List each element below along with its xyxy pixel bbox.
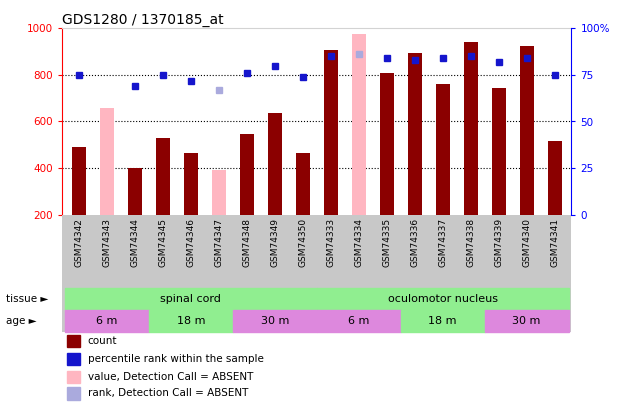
Text: GSM74350: GSM74350 — [298, 218, 307, 267]
Bar — [184, 153, 198, 215]
Text: oculomotor nucleus: oculomotor nucleus — [388, 294, 497, 304]
Text: GDS1280 / 1370185_at: GDS1280 / 1370185_at — [62, 13, 224, 27]
Text: GSM74342: GSM74342 — [75, 218, 83, 267]
Text: 30 m: 30 m — [261, 316, 289, 326]
Text: GSM74346: GSM74346 — [186, 218, 195, 267]
Bar — [72, 147, 86, 215]
Text: percentile rank within the sample: percentile rank within the sample — [88, 354, 263, 364]
Bar — [407, 53, 422, 215]
Bar — [548, 141, 561, 215]
Bar — [520, 46, 533, 215]
Bar — [351, 34, 366, 215]
Bar — [149, 310, 233, 332]
Bar — [464, 43, 478, 215]
Bar — [212, 171, 226, 215]
Bar — [67, 387, 80, 400]
Bar — [65, 310, 149, 332]
Text: GSM74334: GSM74334 — [354, 218, 363, 267]
Bar — [379, 72, 394, 215]
Text: GSM74347: GSM74347 — [214, 218, 224, 267]
Text: tissue ►: tissue ► — [6, 294, 48, 304]
Bar — [67, 335, 80, 347]
Text: GSM74335: GSM74335 — [382, 218, 391, 267]
Bar — [317, 288, 568, 310]
Text: 6 m: 6 m — [96, 316, 117, 326]
Bar — [67, 353, 80, 365]
Bar — [67, 371, 80, 383]
Bar — [128, 168, 142, 215]
Text: GSM74333: GSM74333 — [326, 218, 335, 267]
Text: GSM74349: GSM74349 — [270, 218, 279, 267]
Bar — [484, 310, 568, 332]
Bar — [324, 51, 338, 215]
Bar — [100, 107, 114, 215]
Text: value, Detection Call = ABSENT: value, Detection Call = ABSENT — [88, 372, 253, 382]
Text: GSM74339: GSM74339 — [494, 218, 503, 267]
Text: rank, Detection Call = ABSENT: rank, Detection Call = ABSENT — [88, 388, 248, 399]
Text: GSM74340: GSM74340 — [522, 218, 531, 267]
Bar — [317, 310, 401, 332]
Text: GSM74344: GSM74344 — [130, 218, 139, 267]
Text: GSM74345: GSM74345 — [158, 218, 167, 267]
Text: 18 m: 18 m — [428, 316, 457, 326]
Text: count: count — [88, 336, 117, 346]
Bar — [240, 134, 254, 215]
Text: GSM74336: GSM74336 — [410, 218, 419, 267]
Text: spinal cord: spinal cord — [160, 294, 221, 304]
Bar — [156, 138, 170, 215]
Bar — [296, 153, 310, 215]
Text: GSM74343: GSM74343 — [102, 218, 111, 267]
Text: GSM74338: GSM74338 — [466, 218, 475, 267]
Bar — [435, 84, 450, 215]
Text: GSM74341: GSM74341 — [550, 218, 559, 267]
Bar — [233, 310, 317, 332]
Text: 6 m: 6 m — [348, 316, 369, 326]
Bar — [65, 288, 317, 310]
Bar — [492, 88, 505, 215]
Bar — [401, 310, 484, 332]
Text: 18 m: 18 m — [176, 316, 205, 326]
Text: GSM74348: GSM74348 — [242, 218, 252, 267]
Text: 30 m: 30 m — [512, 316, 541, 326]
Bar — [268, 113, 282, 215]
Text: GSM74337: GSM74337 — [438, 218, 447, 267]
Text: age ►: age ► — [6, 316, 37, 326]
